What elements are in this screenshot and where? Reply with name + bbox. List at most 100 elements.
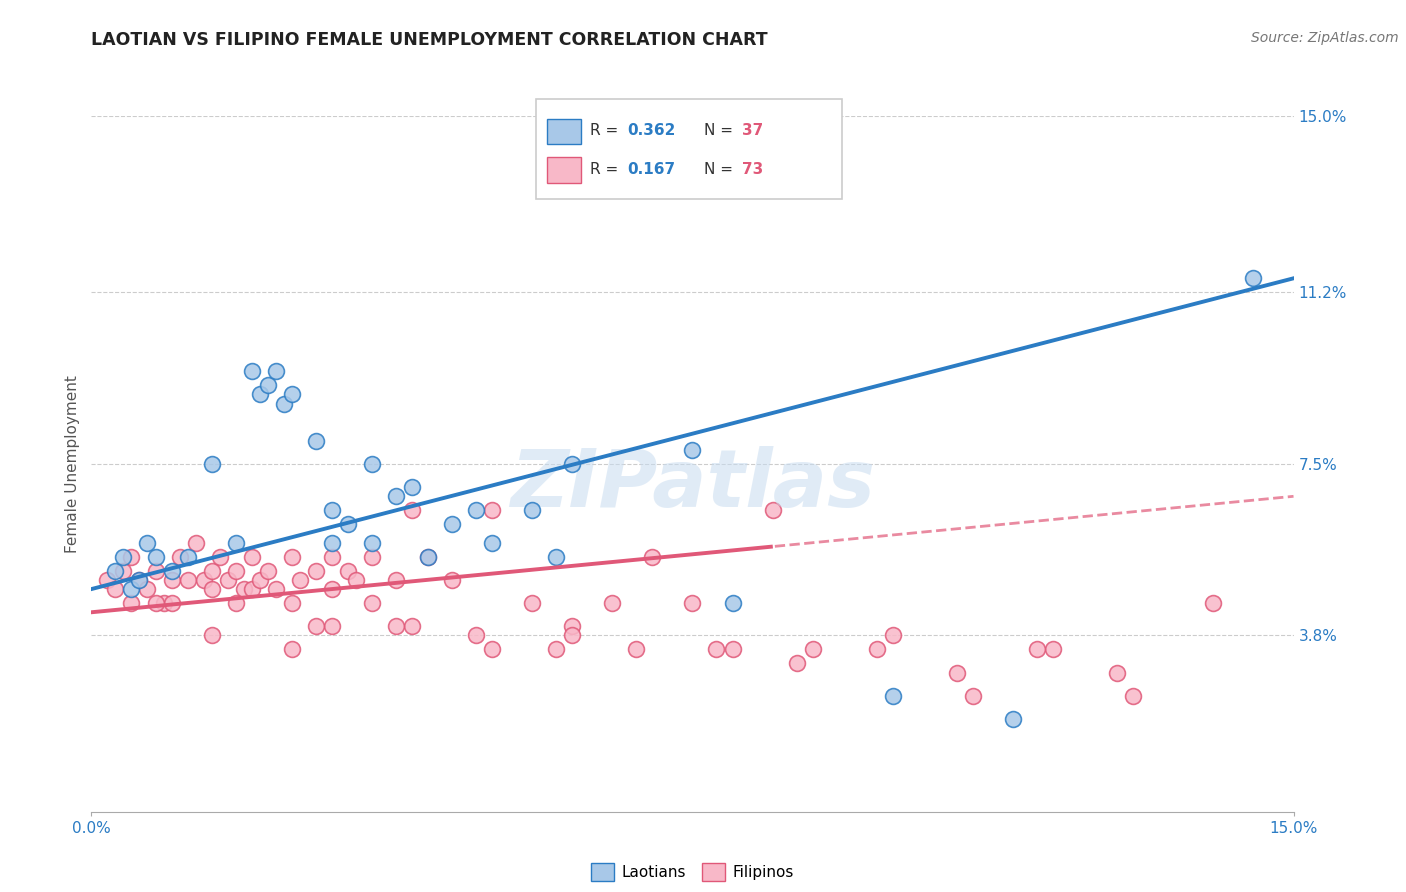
Legend: Laotians, Filipinos: Laotians, Filipinos <box>585 856 800 888</box>
Point <box>520 596 543 610</box>
Point <box>121 549 143 564</box>
Point <box>264 582 287 596</box>
Point <box>882 628 904 642</box>
Point <box>321 549 343 564</box>
Point <box>481 503 503 517</box>
Point <box>121 596 143 610</box>
Point <box>385 573 408 587</box>
Point <box>201 564 224 578</box>
Point <box>201 457 224 471</box>
Point <box>128 573 150 587</box>
Point <box>128 573 150 587</box>
Point <box>145 549 167 564</box>
Text: R =: R = <box>591 123 623 138</box>
Point <box>1202 596 1225 610</box>
Point <box>249 387 271 401</box>
Point <box>256 378 278 392</box>
Point <box>201 628 224 642</box>
Point <box>249 573 271 587</box>
Point <box>360 535 382 549</box>
Point <box>136 535 159 549</box>
Point <box>176 573 198 587</box>
Point <box>602 178 624 193</box>
Point <box>169 549 191 564</box>
Point <box>240 364 263 378</box>
Point <box>288 573 311 587</box>
Point <box>225 596 247 610</box>
Point <box>360 457 382 471</box>
Bar <box>547 119 581 145</box>
Point <box>416 549 439 564</box>
Point <box>104 582 127 596</box>
Point <box>385 619 408 633</box>
Point <box>160 573 183 587</box>
Point <box>1107 665 1129 680</box>
Point <box>465 503 488 517</box>
Point <box>305 564 328 578</box>
Y-axis label: Female Unemployment: Female Unemployment <box>65 375 80 553</box>
Point <box>136 582 159 596</box>
Point <box>441 573 464 587</box>
Point <box>240 582 263 596</box>
Point <box>721 642 744 657</box>
Point <box>962 689 984 703</box>
Point <box>305 434 328 448</box>
Point <box>465 628 488 642</box>
Point <box>160 564 183 578</box>
Point <box>281 596 304 610</box>
Point <box>264 364 287 378</box>
Text: 37: 37 <box>741 123 763 138</box>
Point <box>225 564 247 578</box>
Point <box>602 596 624 610</box>
FancyBboxPatch shape <box>536 99 842 200</box>
Point <box>305 619 328 633</box>
Point <box>481 642 503 657</box>
Point <box>401 480 423 494</box>
Point <box>481 535 503 549</box>
Point <box>321 535 343 549</box>
Point <box>1122 689 1144 703</box>
Point <box>336 517 359 532</box>
Point <box>786 657 808 671</box>
Point <box>336 564 359 578</box>
Point <box>321 582 343 596</box>
Point <box>561 628 583 642</box>
Text: N =: N = <box>704 123 738 138</box>
Point <box>104 564 127 578</box>
Point <box>96 573 118 587</box>
Point <box>240 549 263 564</box>
Text: ZIPatlas: ZIPatlas <box>510 446 875 524</box>
Point <box>145 564 167 578</box>
Point <box>281 387 304 401</box>
Point <box>121 582 143 596</box>
Point <box>176 549 198 564</box>
Point <box>1026 642 1049 657</box>
Point <box>232 582 254 596</box>
Point <box>193 573 215 587</box>
Point <box>721 596 744 610</box>
Point <box>360 549 382 564</box>
Point <box>866 642 889 657</box>
Point <box>281 549 304 564</box>
Text: 0.362: 0.362 <box>627 123 675 138</box>
Point <box>416 549 439 564</box>
Point <box>401 619 423 633</box>
Point <box>201 582 224 596</box>
Point <box>321 503 343 517</box>
Point <box>256 564 278 578</box>
Point <box>641 549 664 564</box>
Point <box>441 517 464 532</box>
Point <box>762 503 785 517</box>
Text: R =: R = <box>591 162 623 177</box>
Point <box>321 619 343 633</box>
Point <box>882 689 904 703</box>
Point <box>225 535 247 549</box>
Point <box>360 596 382 610</box>
Text: 0.167: 0.167 <box>627 162 675 177</box>
Point <box>706 642 728 657</box>
Point <box>344 573 367 587</box>
Point <box>1243 271 1265 285</box>
Text: N =: N = <box>704 162 738 177</box>
Point <box>1001 712 1024 726</box>
Point <box>145 596 167 610</box>
